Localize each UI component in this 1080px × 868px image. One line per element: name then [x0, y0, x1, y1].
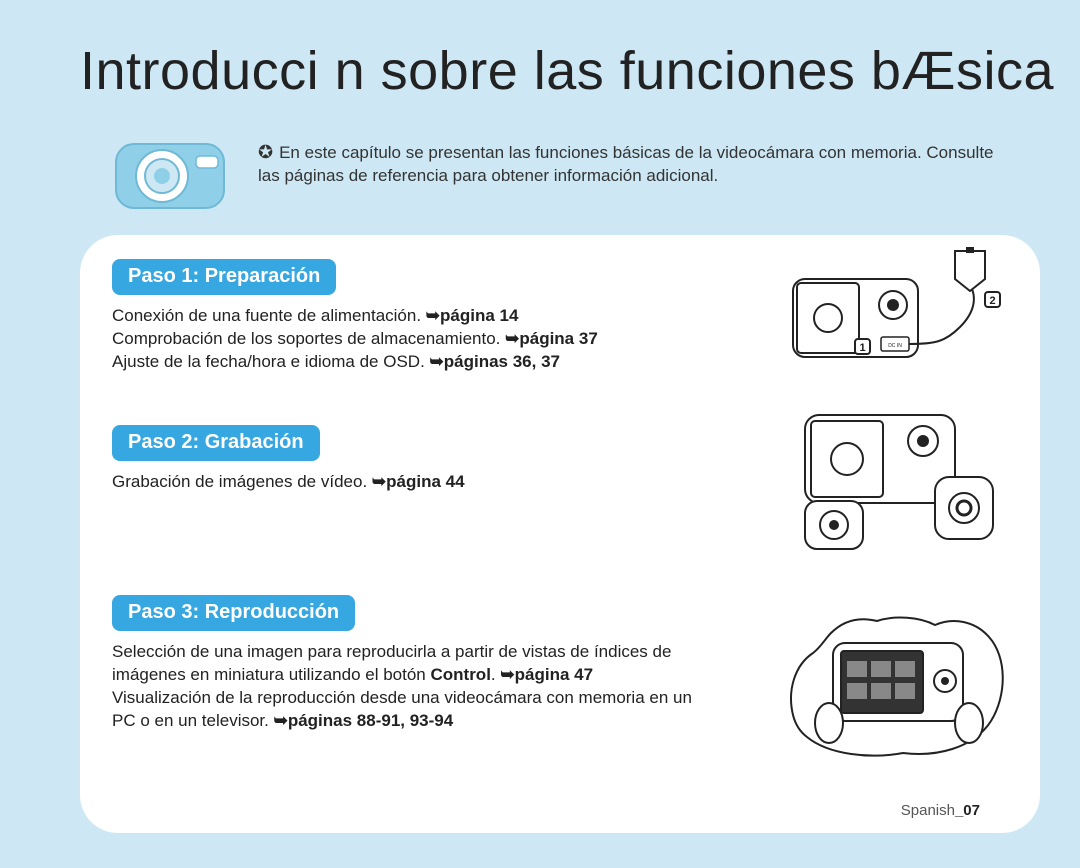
intro-body: En este capítulo se presentan las funcio… — [258, 143, 994, 185]
step-2-line1: Grabación de imágenes de vídeo. — [112, 472, 372, 491]
step-3-pill: Paso 3: Reproducción — [112, 595, 355, 631]
dc-in-label: DC IN — [888, 343, 902, 349]
step-3-illustration — [785, 595, 1010, 765]
step-2-pill: Paso 2: Grabación — [112, 425, 320, 461]
footer-page: _07 — [955, 802, 980, 819]
step-2: Paso 2: Grabación Grabación de imágenes … — [112, 425, 465, 494]
step-1-illustration: DC IN 1 2 — [785, 247, 1010, 377]
step-1: Paso 1: Preparación Conexión de una fuen… — [112, 259, 598, 374]
page-footer: Spanish_07 — [901, 802, 980, 819]
step-2-illustration — [785, 405, 1010, 555]
step-1-ref3: ➥páginas 36, 37 — [430, 352, 560, 371]
step-1-ref1: ➥página 14 — [426, 306, 519, 325]
camera-lens-icon — [110, 130, 230, 220]
footer-lang: Spanish — [901, 802, 955, 819]
callout-1: 1 — [859, 342, 865, 354]
callout-2: 2 — [989, 295, 995, 307]
steps-card: Paso 1: Preparación Conexión de una fuen… — [80, 235, 1040, 833]
intro-text: ✪En este capítulo se presentan las funci… — [258, 130, 1010, 188]
step-3: Paso 3: Reproducción Selección de una im… — [112, 595, 712, 733]
step-3-post: . — [491, 665, 500, 684]
step-3-bold: Control — [430, 665, 490, 684]
step-3-body: Selección de una imagen para reproducirl… — [112, 641, 712, 733]
step-1-ref2: ➥página 37 — [505, 329, 598, 348]
step-2-body: Grabación de imágenes de vídeo. ➥página … — [112, 471, 465, 494]
step-1-body: Conexión de una fuente de alimentación. … — [112, 305, 598, 374]
step-3-ref1: ➥página 47 — [500, 665, 593, 684]
step-1-line1: Conexión de una fuente de alimentación. — [112, 306, 426, 325]
intro-row: ✪En este capítulo se presentan las funci… — [110, 130, 1010, 220]
star-icon: ✪ — [258, 140, 273, 164]
page-title: Introducci n sobre las funciones bÆsica — [80, 40, 1080, 102]
step-2-ref1: ➥página 44 — [372, 472, 465, 491]
step-1-pill: Paso 1: Preparación — [112, 259, 336, 295]
step-1-line2: Comprobación de los soportes de almacena… — [112, 329, 505, 348]
step-1-line3: Ajuste de la fecha/hora e idioma de OSD. — [112, 352, 430, 371]
step-3-ref2: ➥páginas 88-91, 93-94 — [274, 711, 454, 730]
